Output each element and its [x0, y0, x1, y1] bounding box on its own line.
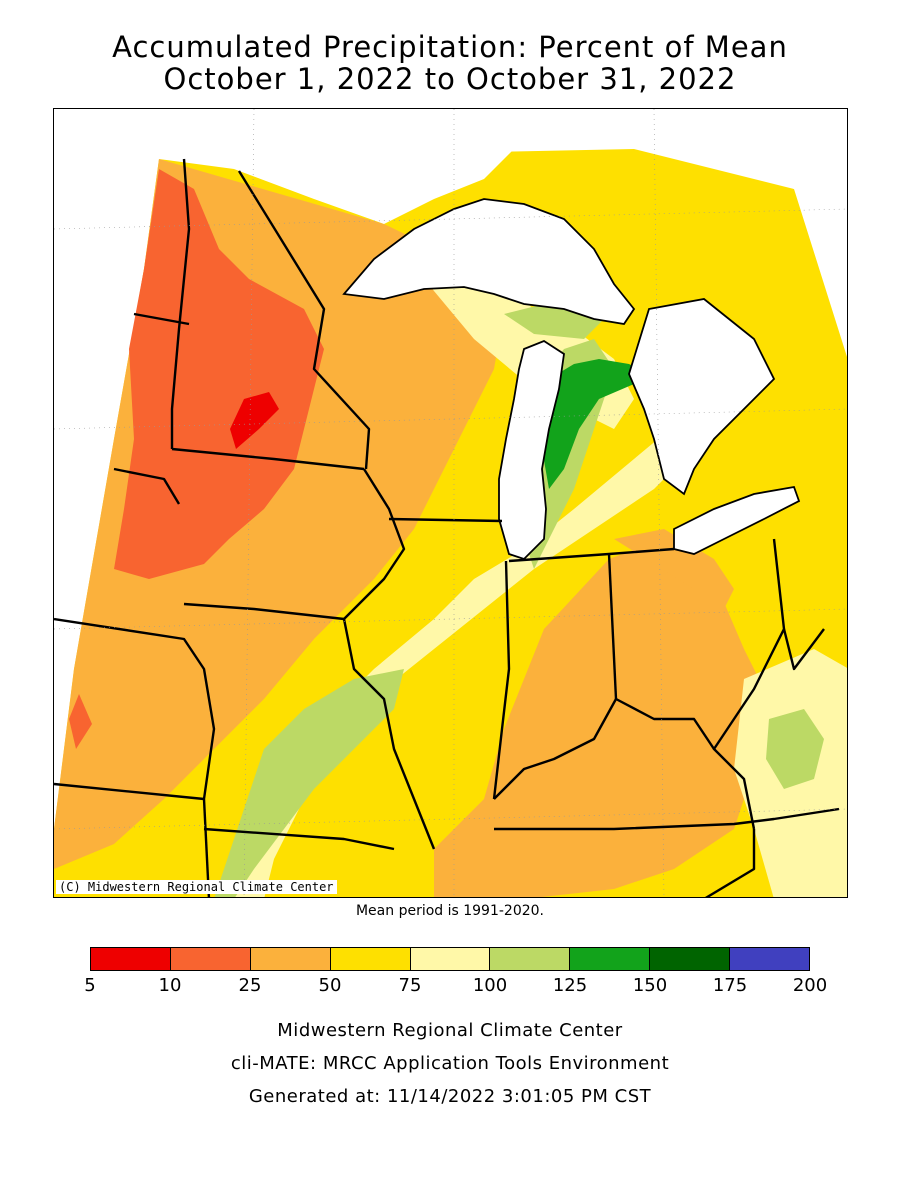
red-orange-zone: [114, 169, 324, 579]
mean-period-note: Mean period is 1991-2020.: [355, 903, 545, 919]
legend-tick-label: 25: [238, 975, 262, 996]
legend-tick-labels: 5 10 25 50 75 100 125 150 175 200: [84, 975, 827, 999]
state-borders: [54, 158, 840, 897]
footer-line2: cli-MATE: MRCC Application Tools Environ…: [230, 1053, 670, 1074]
red-core-zone: [230, 392, 279, 449]
map-canvas: [54, 109, 847, 897]
legend-colorbar: [90, 947, 810, 971]
footer-line3: Generated at: 11/14/2022 3:01:05 PM CST: [248, 1086, 652, 1107]
footer-line1: Midwestern Regional Climate Center: [277, 1020, 623, 1041]
legend-swatch-125-150: [570, 948, 651, 970]
legend-tick-label: 50: [318, 975, 342, 996]
legend-swatch-75-100: [410, 948, 491, 970]
map-title-line2: October 1, 2022 to October 31, 2022: [163, 62, 737, 96]
legend-tick-label: 10: [158, 975, 182, 996]
legend-tick-label: 200: [792, 975, 828, 996]
legend-tick-label: 175: [712, 975, 748, 996]
legend-swatch-50-75: [330, 948, 411, 970]
copyright-label: (C) Midwestern Regional Climate Center: [56, 880, 337, 894]
legend-swatch-5-10: [91, 948, 171, 970]
precipitation-map: [53, 108, 848, 898]
light-green-zone-illinois: [214, 669, 404, 897]
legend-swatch-175-200: [730, 948, 810, 970]
green-zone-michigan: [542, 359, 649, 489]
canada-north: [159, 109, 847, 224]
orange-zone-ohio: [614, 529, 734, 629]
legend-swatch-10-25: [170, 948, 251, 970]
orange-zone-indiana-kentucky: [434, 539, 774, 897]
legend-swatch-150-175: [650, 948, 731, 970]
legend-tick-label: 100: [472, 975, 508, 996]
legend-swatch-100-125: [490, 948, 571, 970]
lake-huron: [628, 298, 776, 496]
legend-tick-label: 125: [552, 975, 588, 996]
legend-tick-label: 75: [398, 975, 422, 996]
light-yellow-band: [214, 409, 704, 897]
lake-michigan: [498, 339, 565, 561]
legend-swatch-25-50: [250, 948, 331, 970]
red-orange-zone-sw: [69, 694, 92, 749]
lake-erie: [673, 485, 801, 555]
legend-tick-label: 150: [632, 975, 668, 996]
graticule: [54, 109, 847, 897]
legend-tick-label: 5: [84, 975, 96, 996]
map-title-line1: Accumulated Precipitation: Percent of Me…: [112, 30, 788, 64]
light-green-zone-ohio: [766, 709, 824, 789]
